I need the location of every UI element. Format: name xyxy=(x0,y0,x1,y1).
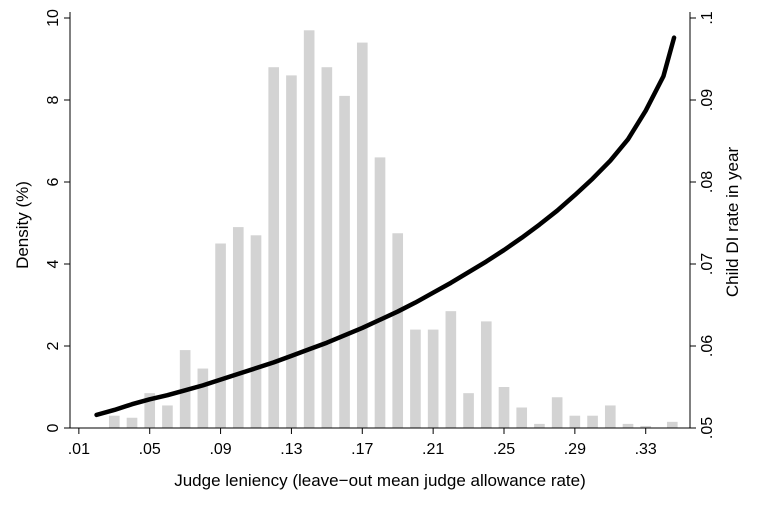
x-tick-label: .25 xyxy=(493,441,515,458)
histogram-bar xyxy=(480,321,492,428)
x-tick-label: .33 xyxy=(635,441,657,458)
histogram-bar xyxy=(268,67,280,428)
histogram-bar xyxy=(392,233,404,428)
histogram-bar xyxy=(144,393,156,428)
y-tick-label-left: 8 xyxy=(45,95,62,104)
x-axis-title: Judge leniency (leave−out mean judge all… xyxy=(174,471,586,490)
y-tick-label-left: 10 xyxy=(45,9,62,27)
x-tick-label: .17 xyxy=(351,441,373,458)
y-tick-label-left: 0 xyxy=(45,423,62,432)
histogram-bar xyxy=(303,30,315,429)
y-tick-label-left: 6 xyxy=(45,177,62,186)
histogram-bar xyxy=(339,95,350,429)
histogram-bar xyxy=(498,387,510,428)
y-tick-label-right: .05 xyxy=(699,417,716,439)
y-tick-label-left: 4 xyxy=(45,259,62,268)
histogram-bar xyxy=(108,415,120,428)
histogram-bar xyxy=(374,157,386,428)
histogram-bar xyxy=(587,415,598,428)
x-tick-label: .13 xyxy=(280,441,302,458)
histogram-bar xyxy=(321,67,333,428)
histogram-bar xyxy=(250,235,262,428)
x-tick-label: .21 xyxy=(422,441,444,458)
histogram-bar xyxy=(666,421,678,428)
y-tick-label-right: .1 xyxy=(699,11,716,24)
axes: .01 .05 .09 .13 .17 .21 .25 .29 .33 0 2 4 6 8 10 .05 .06… xyxy=(45,9,716,458)
x-tick-label: .09 xyxy=(209,441,231,458)
histogram-bar xyxy=(286,75,297,429)
histogram-bar xyxy=(232,227,244,428)
y-tick-label-right: .09 xyxy=(699,89,716,111)
histogram-bar xyxy=(551,397,563,428)
x-tick-label: .01 xyxy=(68,441,90,458)
x-tick-label: .05 xyxy=(139,441,161,458)
histogram-bar xyxy=(569,415,581,428)
y-tick-label-right: .07 xyxy=(699,253,716,275)
x-tick-label: .29 xyxy=(564,441,586,458)
histogram-bar xyxy=(463,393,474,428)
histogram-bar xyxy=(534,423,545,428)
histogram-bar xyxy=(445,311,457,428)
histogram-bar xyxy=(640,425,652,428)
y-tick-label-right: .06 xyxy=(699,335,716,357)
histogram-bar xyxy=(215,243,226,428)
histogram-bar xyxy=(410,329,421,428)
histogram-bar xyxy=(622,423,634,428)
histogram-bar xyxy=(162,405,173,428)
histogram-bar xyxy=(604,405,616,428)
histogram-bar xyxy=(516,407,528,428)
histogram-bar xyxy=(356,42,368,428)
histogram-bars xyxy=(108,30,678,429)
y-tick-label-right: .08 xyxy=(699,171,716,193)
histogram-bar xyxy=(197,368,209,428)
y-axis-title-left: Density (%) xyxy=(13,181,32,269)
di-rate-curve xyxy=(94,35,677,418)
histogram-bar xyxy=(126,417,138,428)
histogram-bar xyxy=(427,329,439,428)
y-tick-label-left: 2 xyxy=(45,341,62,350)
y-axis-title-right: Child DI rate in year xyxy=(723,147,742,298)
